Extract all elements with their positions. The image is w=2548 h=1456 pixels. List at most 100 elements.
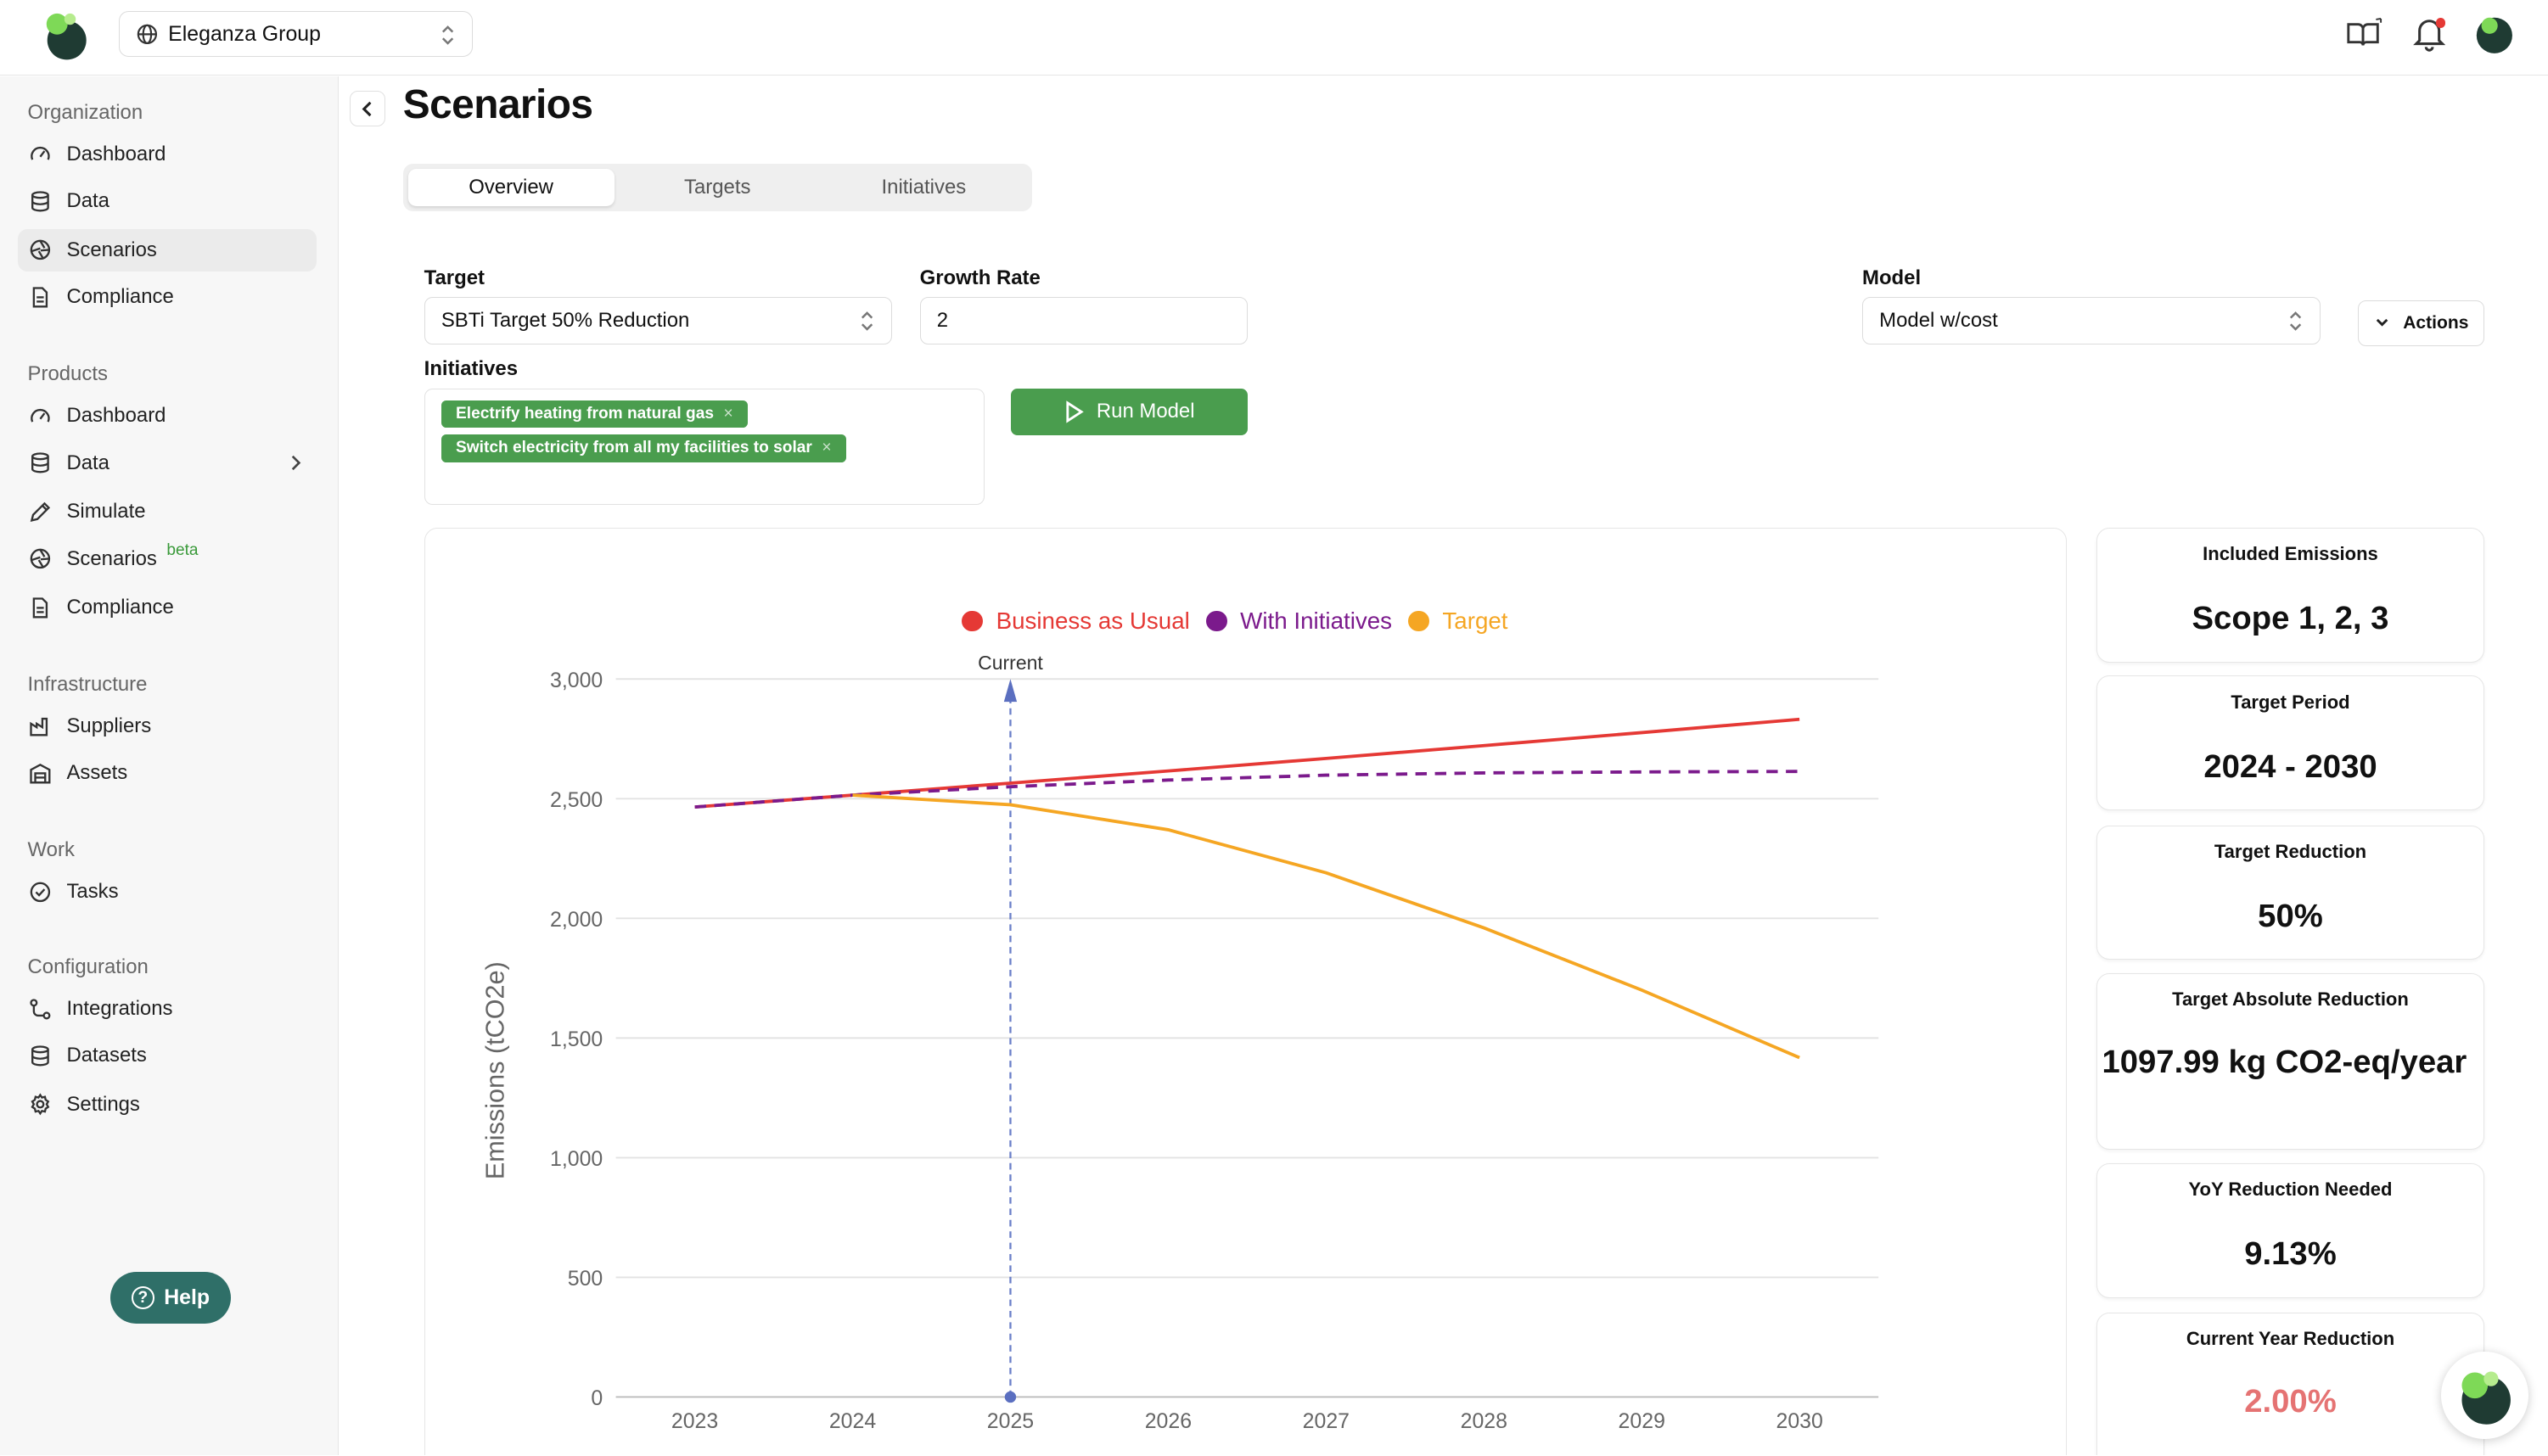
stat-title: Current Year Reduction xyxy=(2186,1328,2395,1350)
sidebar-item-products-scenarios[interactable]: Scenarios beta xyxy=(18,538,317,580)
sidebar-item-label: Dashboard xyxy=(66,142,166,165)
sidebar-item-label: Scenarios xyxy=(66,238,157,261)
remove-chip-icon[interactable]: × xyxy=(723,405,733,423)
play-icon xyxy=(1065,400,1084,423)
sidebar-item-datasets[interactable]: Datasets xyxy=(18,1035,317,1078)
sidebar-item-label: Data xyxy=(66,189,109,213)
x-tick-label: 2026 xyxy=(1145,1409,1192,1433)
warehouse-icon xyxy=(30,763,51,784)
legend-label: With Initiatives xyxy=(1240,608,1393,635)
sidebar-item-products-dashboard[interactable]: Dashboard xyxy=(18,395,317,437)
sidebar-item-tasks[interactable]: Tasks xyxy=(18,871,317,913)
sidebar-item-products-compliance[interactable]: Compliance xyxy=(18,586,317,629)
chevron-up-down-icon xyxy=(2289,311,2301,331)
target-label: Target xyxy=(424,266,485,289)
sidebar-item-label: Integrations xyxy=(66,996,173,1020)
back-button[interactable] xyxy=(349,91,385,127)
stat-value: Scope 1, 2, 3 xyxy=(2192,600,2389,637)
chevron-down-icon xyxy=(2376,319,2388,327)
series-line-2 xyxy=(852,793,1800,1060)
sidebar-section-products: Products xyxy=(27,361,108,385)
organization-selector[interactable]: Eleganza Group xyxy=(118,11,474,57)
y-tick-label: 0 xyxy=(591,1386,603,1410)
initiatives-label: Initiatives xyxy=(424,357,519,381)
sidebar-item-assets[interactable]: Assets xyxy=(18,752,317,794)
sidebar-item-settings[interactable]: Settings xyxy=(18,1084,317,1126)
aperture-icon xyxy=(31,548,51,569)
legend-label: Business as Usual xyxy=(996,608,1190,635)
initiative-chip-label: Switch electricity from all my facilitie… xyxy=(456,439,812,457)
y-tick-label: 2,500 xyxy=(550,788,603,812)
target-select[interactable]: SBTi Target 50% Reduction xyxy=(424,297,893,344)
initiative-chip[interactable]: Switch electricity from all my facilitie… xyxy=(441,434,846,462)
gauge-icon xyxy=(31,408,51,423)
stat-card-current-year-reduction: Current Year Reduction 2.00% xyxy=(2096,1312,2485,1456)
sidebar-item-org-data[interactable]: Data xyxy=(18,181,317,223)
sidebar-item-products-simulate[interactable]: Simulate xyxy=(18,490,317,533)
database-icon xyxy=(31,191,50,212)
sidebar-item-products-data[interactable]: Data xyxy=(18,442,317,484)
sidebar-item-org-scenarios[interactable]: Scenarios xyxy=(18,228,317,272)
x-tick-label: 2024 xyxy=(829,1409,877,1433)
legend-dot xyxy=(1205,610,1227,632)
remove-chip-icon[interactable]: × xyxy=(822,439,832,457)
current-marker-dot xyxy=(1004,1391,1017,1403)
actions-button[interactable]: Actions xyxy=(2357,300,2485,346)
app-logo[interactable] xyxy=(42,11,91,60)
legend-dot xyxy=(962,610,984,632)
sidebar-item-integrations[interactable]: Integrations xyxy=(18,988,317,1030)
legend-item-bau[interactable]: Business as Usual xyxy=(962,608,1190,635)
chevron-up-down-icon xyxy=(441,25,454,45)
stat-title: Included Emissions xyxy=(2203,543,2378,565)
sidebar-item-label: Suppliers xyxy=(66,714,152,737)
page-title: Scenarios xyxy=(402,81,593,127)
tab-initiatives[interactable]: Initiatives xyxy=(881,176,967,199)
initiative-chip[interactable]: Electrify heating from natural gas × xyxy=(441,400,748,428)
legend-item-target[interactable]: Target xyxy=(1408,608,1508,635)
stat-value: 2.00% xyxy=(2244,1383,2337,1420)
notification-dot xyxy=(2435,18,2446,28)
run-model-button[interactable]: Run Model xyxy=(1010,388,1249,436)
docs-external-link[interactable] xyxy=(2343,13,2386,55)
top-bar: Eleganza Group xyxy=(0,0,2548,76)
help-label: Help xyxy=(164,1285,210,1310)
gauge-icon xyxy=(31,147,51,161)
sidebar-item-label: Data xyxy=(66,451,109,474)
sidebar-item-label: Compliance xyxy=(66,285,174,309)
check-circle-icon xyxy=(31,882,51,902)
sidebar-section-organization: Organization xyxy=(27,100,143,124)
sidebar-section-infrastructure: Infrastructure xyxy=(27,672,148,696)
sidebar-item-label: Settings xyxy=(66,1092,140,1116)
growth-rate-input[interactable] xyxy=(919,297,1249,344)
initiatives-multiselect[interactable]: Electrify heating from natural gas × Swi… xyxy=(424,388,985,506)
y-axis-label: Emissions (tCO2e) xyxy=(480,961,509,1179)
sidebar-item-org-dashboard[interactable]: Dashboard xyxy=(18,133,317,176)
avatar[interactable] xyxy=(2473,13,2516,55)
emissions-chart-card xyxy=(424,528,2068,1456)
chart-legend: Business as Usual With Initiatives Targe… xyxy=(962,608,1508,635)
stat-title: Target Period xyxy=(2231,691,2350,713)
tab-targets[interactable]: Targets xyxy=(684,176,751,199)
stat-card-yoy-reduction: YoY Reduction Needed 9.13% xyxy=(2096,1162,2485,1298)
tab-overview[interactable]: Overview xyxy=(407,169,615,207)
gear-icon xyxy=(31,1093,50,1116)
sidebar-item-suppliers[interactable]: Suppliers xyxy=(18,705,317,748)
actions-label: Actions xyxy=(2403,312,2469,333)
stat-card-target-absolute-reduction: Target Absolute Reduction 1097.99 kg CO2… xyxy=(2096,972,2485,1151)
x-tick-label: 2027 xyxy=(1303,1409,1350,1433)
aperture-icon xyxy=(31,240,51,260)
stat-value: 1097.99 kg CO2-eq/year xyxy=(2102,1044,2467,1081)
legend-item-initiatives[interactable]: With Initiatives xyxy=(1205,608,1393,635)
model-select[interactable]: Model w/cost xyxy=(1862,297,2321,344)
document-icon xyxy=(33,287,48,308)
help-button[interactable]: ? Help xyxy=(110,1272,231,1324)
sidebar-item-label: Datasets xyxy=(66,1044,147,1067)
stat-card-included-emissions: Included Emissions Scope 1, 2, 3 xyxy=(2096,528,2485,664)
assistant-launcher[interactable] xyxy=(2440,1351,2528,1440)
target-select-value: SBTi Target 50% Reduction xyxy=(441,309,690,333)
database-icon xyxy=(31,1045,50,1067)
y-tick-label: 3,000 xyxy=(550,669,603,692)
factory-icon xyxy=(30,718,48,736)
sidebar-item-org-compliance[interactable]: Compliance xyxy=(18,276,317,318)
notifications-button[interactable] xyxy=(2408,13,2450,55)
